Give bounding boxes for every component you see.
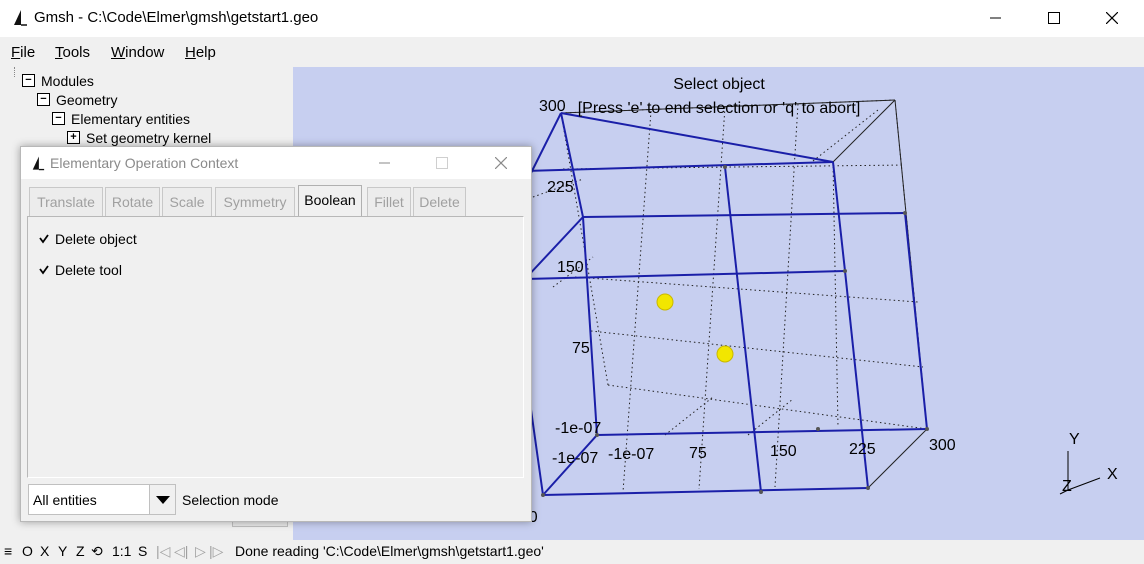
dialog-title-bar[interactable]: Elementary Operation Context	[21, 147, 531, 179]
selection-hint: [Press 'e' to end selection or 'q' to ab…	[578, 100, 861, 117]
tick-label: 225	[849, 441, 876, 458]
delete-tool-checkbox[interactable]: Delete tool	[38, 261, 122, 279]
tick-label: 150	[770, 443, 797, 460]
collapse-icon[interactable]: −	[37, 93, 50, 106]
maximize-icon	[436, 157, 448, 169]
rotate-icon[interactable]: ⟲	[91, 543, 103, 560]
minimize-icon	[379, 157, 391, 169]
tick-label: 75	[572, 340, 590, 357]
tick-label: 75	[689, 445, 707, 462]
tab-boolean[interactable]: Boolean	[298, 185, 362, 217]
menu-file[interactable]: File	[11, 44, 35, 61]
triad-z-label: Z	[1062, 478, 1072, 495]
triad-y-label: Y	[1069, 431, 1080, 448]
maximize-icon	[1048, 12, 1060, 24]
tab-translate[interactable]: Translate	[29, 187, 103, 217]
tick-label: -1e-07	[555, 420, 601, 437]
selection-mode-value: All entities	[33, 492, 97, 508]
view-button-z[interactable]: Z	[76, 543, 85, 559]
selection-title: Select object	[673, 76, 765, 93]
boolean-options-panel: Delete object Delete tool	[27, 216, 524, 478]
tick-label: -1e-07	[552, 450, 598, 467]
menu-toggle-icon[interactable]: ≡	[4, 543, 12, 559]
dialog-maximize-button[interactable]	[419, 147, 465, 179]
status-message: Done reading 'C:\Code\Elmer\gmsh\getstar…	[235, 543, 544, 559]
delete-object-checkbox[interactable]: Delete object	[38, 230, 137, 248]
collapse-icon[interactable]: −	[22, 74, 35, 87]
point-marker[interactable]	[717, 346, 733, 362]
tick-label: 300	[929, 437, 956, 454]
play-icon[interactable]: ▷	[195, 543, 206, 560]
menu-window[interactable]: Window	[111, 44, 164, 61]
window-title: Gmsh - C:\Code\Elmer\gmsh\getstart1.geo	[34, 9, 318, 26]
selection-mode-label: Selection mode	[182, 492, 279, 508]
dialog-close-button[interactable]	[478, 147, 524, 179]
tick-label: -1e-07	[608, 446, 654, 463]
prev-step-icon[interactable]: ◁|	[174, 543, 188, 560]
status-bar: ≡ O X Y Z ⟲ 1:1 S |◁ ◁| ▷ |▷ Done readin…	[0, 540, 1144, 564]
dropdown-arrow-icon[interactable]	[149, 485, 175, 514]
collapse-icon[interactable]: −	[52, 112, 65, 125]
tab-delete[interactable]: Delete	[413, 187, 466, 217]
dialog-title: Elementary Operation Context	[50, 155, 238, 171]
tab-symmetry[interactable]: Symmetry	[215, 187, 295, 217]
menu-tools[interactable]: Tools	[55, 44, 90, 61]
expand-icon[interactable]: +	[67, 131, 80, 144]
minimize-icon	[990, 12, 1002, 24]
close-icon	[495, 157, 507, 169]
view-button-o[interactable]: O	[22, 543, 33, 559]
maximize-button[interactable]	[1031, 0, 1077, 36]
tick-label: 300	[539, 98, 566, 115]
tree-item-elementary-entities[interactable]: − Elementary entities	[52, 109, 190, 128]
first-step-icon[interactable]: |◁	[156, 543, 170, 560]
tree-item-set-geometry-kernel[interactable]: + Set geometry kernel	[67, 128, 211, 147]
tick-label: 225	[547, 179, 574, 196]
close-button[interactable]	[1089, 0, 1135, 36]
tree-item-modules[interactable]: − Modules	[22, 71, 94, 90]
point-marker[interactable]	[657, 294, 673, 310]
s-button[interactable]: S	[138, 543, 147, 559]
close-icon	[1106, 12, 1118, 24]
title-bar: Gmsh - C:\Code\Elmer\gmsh\getstart1.geo	[0, 0, 1144, 36]
tab-fillet[interactable]: Fillet	[367, 187, 411, 217]
elementary-operation-dialog: Elementary Operation Context Translate R…	[20, 146, 532, 522]
tree-item-geometry[interactable]: − Geometry	[37, 90, 117, 109]
selection-mode-select[interactable]: All entities	[28, 484, 176, 515]
menu-help[interactable]: Help	[185, 44, 216, 61]
menu-bar: File Tools Window Help	[0, 37, 1144, 67]
tab-rotate[interactable]: Rotate	[105, 187, 160, 217]
checkmark-icon[interactable]	[38, 233, 50, 245]
gmsh-logo-icon	[31, 155, 45, 171]
tree-connector	[14, 67, 15, 77]
geometry-entities[interactable]	[525, 113, 927, 495]
triad-x-label: X	[1107, 466, 1118, 483]
minimize-button[interactable]	[973, 0, 1019, 36]
dialog-minimize-button[interactable]	[362, 147, 408, 179]
view-button-y[interactable]: Y	[58, 543, 67, 559]
tab-scale[interactable]: Scale	[162, 187, 212, 217]
checkmark-icon[interactable]	[38, 264, 50, 276]
scale-button[interactable]: 1:1	[112, 543, 131, 559]
gmsh-logo-icon	[12, 9, 28, 26]
tick-label: 150	[557, 259, 584, 276]
view-button-x[interactable]: X	[40, 543, 49, 559]
selected-points[interactable]	[657, 294, 733, 362]
next-step-icon[interactable]: |▷	[209, 543, 223, 560]
